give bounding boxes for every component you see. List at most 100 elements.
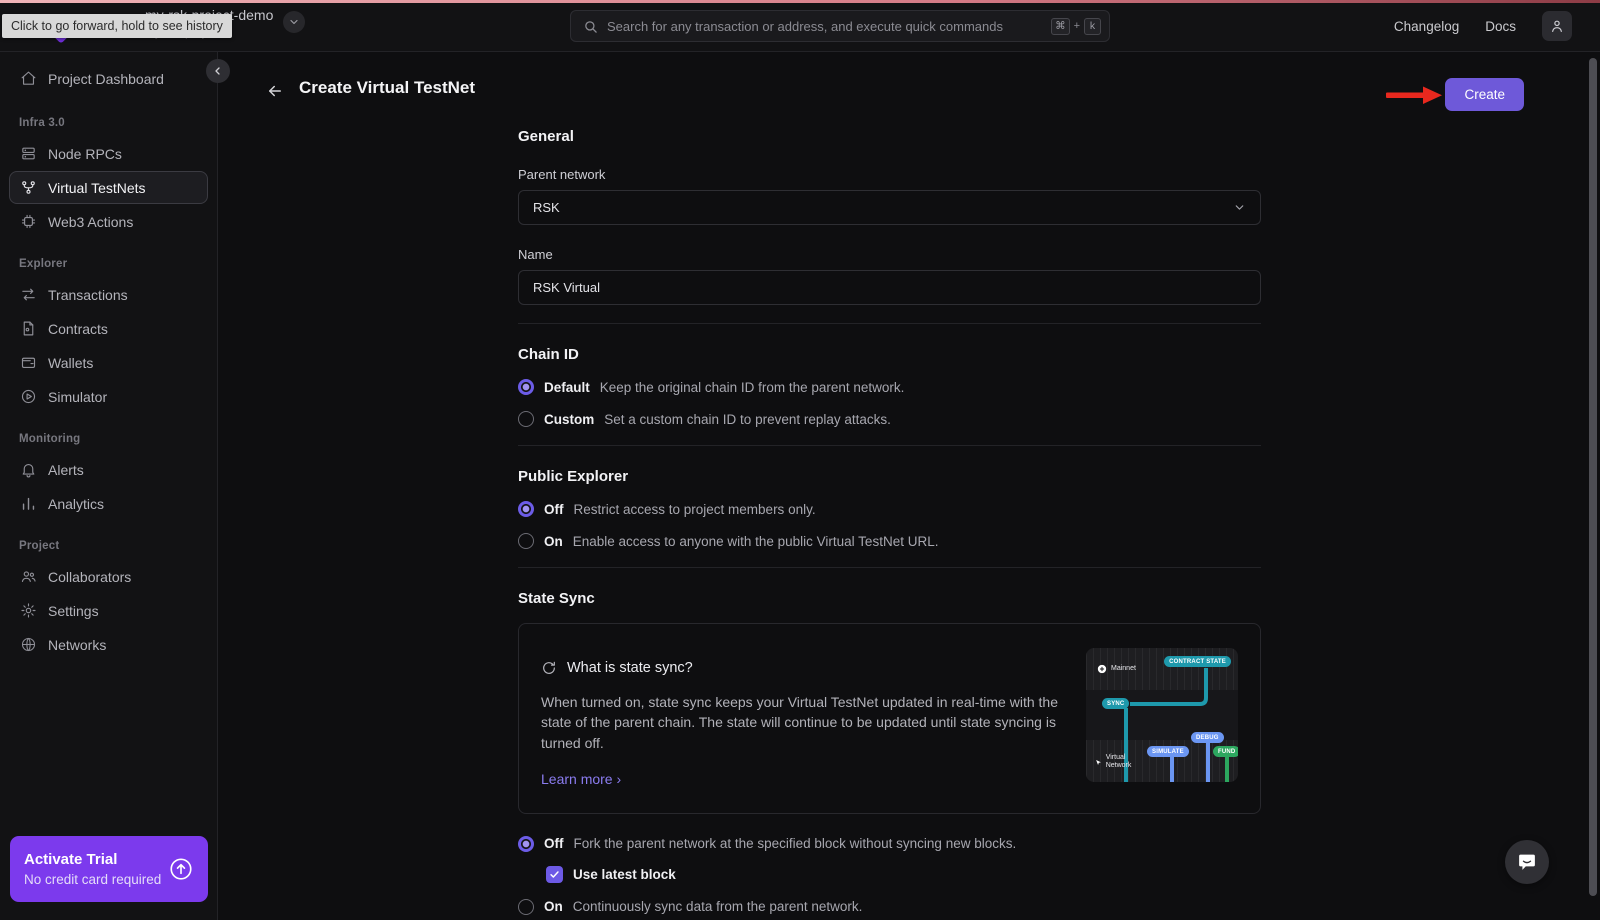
chain-id-default-option[interactable]: Default Keep the original chain ID from … xyxy=(518,379,1261,395)
sidebar-item-label: Wallets xyxy=(48,354,94,371)
contract-state-pill: CONTRACT STATE xyxy=(1164,656,1231,667)
checkbox-label: Use latest block xyxy=(573,866,676,882)
option-desc: Keep the original chain ID from the pare… xyxy=(599,379,905,395)
divider xyxy=(518,323,1261,324)
sidebar-section-infra: Infra 3.0 xyxy=(19,117,65,129)
general-heading: General xyxy=(518,128,574,145)
trial-title: Activate Trial xyxy=(24,851,118,868)
learn-more-link[interactable]: Learn more › xyxy=(541,770,622,787)
sidebar-item-web3-actions[interactable]: Web3 Actions xyxy=(9,205,208,238)
parent-network-select[interactable]: RSK xyxy=(518,190,1261,225)
option-desc: Continuously sync data from the parent n… xyxy=(572,899,863,915)
browser-tooltip: Click to go forward, hold to see history xyxy=(2,14,232,38)
mainnet-band xyxy=(1086,648,1238,690)
top-edge-strip xyxy=(0,0,1600,3)
sidebar-item-simulator[interactable]: Simulator xyxy=(9,380,208,413)
sidebar-item-transactions[interactable]: Transactions xyxy=(9,278,208,311)
trial-subtitle: No credit card required xyxy=(24,872,162,887)
docs-link[interactable]: Docs xyxy=(1485,18,1516,34)
people-icon xyxy=(20,568,37,585)
wallet-icon xyxy=(20,354,37,371)
sidebar-item-wallets[interactable]: Wallets xyxy=(9,346,208,379)
divider xyxy=(518,445,1261,446)
activate-trial-banner[interactable]: Activate Trial No credit card required xyxy=(10,836,208,902)
chat-support-button[interactable] xyxy=(1505,840,1549,884)
k-key: k xyxy=(1084,17,1101,35)
sidebar-section-monitoring: Monitoring xyxy=(19,433,81,445)
sync-info-title: What is state sync? xyxy=(567,660,693,676)
sidebar-item-label: Node RPCs xyxy=(48,145,122,162)
name-label: Name xyxy=(518,247,553,262)
sidebar-collapse-button[interactable] xyxy=(206,59,230,83)
contract-file-icon xyxy=(20,320,37,337)
divider xyxy=(518,567,1261,568)
use-latest-block-option[interactable]: Use latest block xyxy=(546,865,1261,883)
sidebar-item-label: Project Dashboard xyxy=(48,70,164,87)
radio-unselected-icon[interactable] xyxy=(518,898,534,915)
option-label: Custom xyxy=(544,411,595,427)
checkbox-checked-icon[interactable] xyxy=(546,865,563,883)
state-sync-off-option[interactable]: Off Fork the parent network at the speci… xyxy=(518,835,1261,852)
arrow-up-circle-icon xyxy=(168,856,194,882)
plus-sign: + xyxy=(1073,20,1080,32)
sidebar-item-analytics[interactable]: Analytics xyxy=(9,487,208,520)
sidebar-item-node-rpcs[interactable]: Node RPCs xyxy=(9,137,208,170)
search-shortcut: ⌘ + k xyxy=(1051,17,1101,35)
changelog-link[interactable]: Changelog xyxy=(1393,18,1460,34)
radio-selected-icon[interactable] xyxy=(518,501,534,517)
home-icon xyxy=(20,70,37,87)
radio-selected-icon[interactable] xyxy=(518,379,534,395)
sidebar-item-label: Virtual TestNets xyxy=(48,179,146,196)
scrollbar-thumb[interactable] xyxy=(1589,58,1597,896)
sidebar-item-collaborators[interactable]: Collaborators xyxy=(9,560,208,593)
global-search[interactable]: ⌘ + k xyxy=(570,10,1110,42)
chip-icon xyxy=(20,213,37,230)
chain-id-custom-option[interactable]: Custom Set a custom chain ID to prevent … xyxy=(518,411,1261,427)
sidebar-item-virtual-testnets[interactable]: Virtual TestNets xyxy=(9,171,208,204)
state-sync-on-option[interactable]: On Continuously sync data from the paren… xyxy=(518,898,1261,915)
chevron-down-icon[interactable] xyxy=(283,11,306,33)
create-testnet-form: General Parent network RSK Name Chain ID… xyxy=(518,128,1261,920)
sidebar-item-label: Contracts xyxy=(48,320,108,337)
option-desc: Restrict access to project members only. xyxy=(573,501,816,517)
transactions-icon xyxy=(20,286,37,303)
account-button[interactable] xyxy=(1542,11,1572,41)
bar-chart-icon xyxy=(20,495,37,512)
sidebar-item-label: Alerts xyxy=(48,461,84,478)
chain-id-heading: Chain ID xyxy=(518,346,579,363)
sidebar-item-contracts[interactable]: Contracts xyxy=(9,312,208,345)
public-explorer-off-option[interactable]: Off Restrict access to project members o… xyxy=(518,501,1261,517)
sidebar-item-project-dashboard[interactable]: Project Dashboard xyxy=(9,62,208,95)
radio-unselected-icon[interactable] xyxy=(518,533,534,549)
state-sync-illustration: Mainnet CONTRACT STATE SYNC Virtual Netw… xyxy=(1086,648,1238,782)
option-desc: Set a custom chain ID to prevent replay … xyxy=(604,411,891,427)
chat-bubble-icon xyxy=(1519,854,1535,870)
illustration-lines xyxy=(1124,668,1229,782)
option-label: On xyxy=(544,899,563,915)
radio-unselected-icon[interactable] xyxy=(518,411,534,427)
search-icon xyxy=(583,19,598,34)
public-explorer-on-option[interactable]: On Enable access to anyone with the publ… xyxy=(518,533,1261,549)
sidebar-item-settings[interactable]: Settings xyxy=(9,594,208,627)
parent-network-value: RSK xyxy=(533,200,560,215)
sidebar-item-alerts[interactable]: Alerts xyxy=(9,453,208,486)
back-arrow-icon[interactable] xyxy=(266,82,284,100)
sidebar-item-networks[interactable]: Networks xyxy=(9,628,208,661)
debug-pill: DEBUG xyxy=(1191,732,1224,743)
option-label: On xyxy=(544,533,563,549)
state-sync-heading: State Sync xyxy=(518,590,595,607)
name-input[interactable] xyxy=(533,280,1246,295)
radio-selected-icon[interactable] xyxy=(518,835,534,852)
mainnet-icon xyxy=(1097,664,1107,674)
server-icon xyxy=(20,145,37,162)
create-button[interactable]: Create xyxy=(1445,78,1524,111)
fork-icon xyxy=(20,179,37,196)
search-input[interactable] xyxy=(607,18,1043,34)
option-label: Off xyxy=(544,836,564,852)
public-explorer-heading: Public Explorer xyxy=(518,468,629,485)
annotation-arrow-icon xyxy=(1386,85,1442,105)
bell-icon xyxy=(20,461,37,478)
mainnet-label: Mainnet xyxy=(1097,664,1136,674)
sidebar-item-label: Transactions xyxy=(48,286,128,303)
sidebar-section-explorer: Explorer xyxy=(19,258,68,270)
